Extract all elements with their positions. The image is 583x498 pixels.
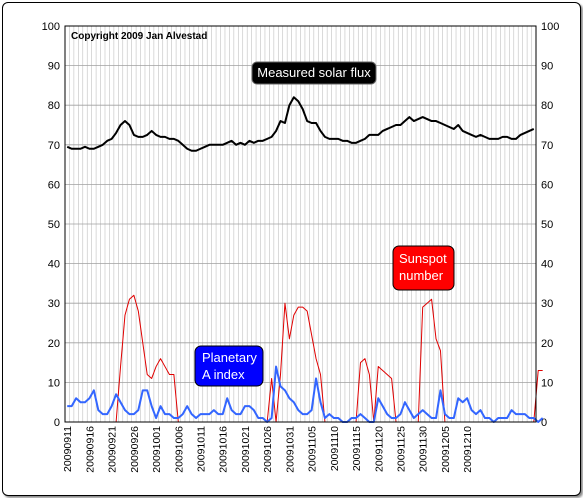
y-tick-label-left: 40: [48, 259, 60, 271]
y-tick-label-right: 0: [541, 417, 547, 429]
x-tick-label: 20091130: [418, 426, 430, 472]
planetary-label: Planetary A index: [194, 345, 264, 387]
x-tick-label: 20091006: [173, 426, 185, 473]
series-line-solar-flux: [66, 96, 535, 152]
y-tick-label-right: 100: [541, 21, 559, 33]
y-tick-label-right: 70: [541, 140, 553, 152]
y-tick-label-right: 20: [541, 338, 553, 350]
solar-flux-label: Measured solar flux: [251, 61, 377, 85]
y-tick-label-left: 70: [48, 140, 60, 152]
x-axis: 20090911 20090916 20090921 20090926 20091001…: [62, 426, 474, 473]
y-tick-label-left: 10: [48, 377, 60, 389]
x-tick-label: 20091021: [240, 426, 252, 473]
y-axis-right: 0 10 20 30 40 50 60 70 80 90 100: [541, 21, 559, 429]
x-tick-label: 20091210: [462, 426, 474, 473]
x-tick-label: 20091205: [440, 426, 452, 473]
planetary-label-box: [194, 345, 264, 387]
x-tick-label: 20091110: [329, 426, 341, 471]
x-tick-label: 20090911: [62, 426, 74, 472]
series-line-planetary: [67, 365, 544, 423]
y-tick-label-left: 90: [48, 61, 60, 73]
y-tick-label-left: 80: [48, 100, 60, 112]
y-tick-label-left: 60: [48, 179, 60, 191]
x-tick-label: 20090921: [107, 426, 119, 473]
x-tick-label: 20091001: [151, 426, 163, 473]
y-tick-label-left: 100: [42, 21, 60, 33]
y-axis-left: 0 10 20 30 40 50 60 70 80 90 100: [42, 21, 60, 429]
x-tick-label: 20091115: [351, 426, 363, 471]
y-tick-label-right: 80: [541, 100, 553, 112]
solar-flux-label-box: [251, 61, 377, 85]
x-tick-label: 20090916: [84, 426, 96, 473]
y-tick-label-left: 20: [48, 338, 60, 350]
sunspot-label: Sunspot number: [392, 245, 455, 291]
sunspot-label-box: [392, 245, 455, 291]
y-tick-label-left: 30: [48, 298, 60, 310]
x-tick-label: 20091125: [395, 426, 407, 472]
planetary-label-line2: A index: [202, 367, 245, 382]
y-tick-label-left: 0: [54, 417, 60, 429]
solar-flux-label-text: Measured solar flux: [257, 65, 371, 80]
y-tick-label-left: 50: [48, 219, 60, 231]
x-tick-label: 20091016: [218, 426, 230, 473]
y-tick-label-right: 50: [541, 219, 553, 231]
grid-lines: [64, 25, 537, 423]
y-tick-label-right: 60: [541, 179, 553, 191]
y-tick-label-right: 90: [541, 61, 553, 73]
y-tick-label-right: 30: [541, 298, 553, 310]
x-tick-label: 20091011: [196, 426, 208, 472]
plot-border: [64, 25, 537, 423]
x-tick-label: 20091120: [373, 426, 385, 472]
x-tick-label: 20091026: [262, 426, 274, 473]
x-tick-label: 20091105: [307, 426, 319, 472]
sunspot-label-line1: Sunspot: [399, 251, 447, 266]
x-tick-label: 20090926: [129, 426, 141, 473]
sunspot-label-line2: number: [399, 268, 444, 283]
y-tick-label-right: 40: [541, 259, 553, 271]
x-tick-label: 20091031: [284, 426, 296, 473]
planetary-label-line1: Planetary: [202, 350, 257, 365]
copyright-text: Copyright 2009 Jan Alvestad: [71, 31, 207, 42]
y-tick-label-right: 10: [541, 377, 553, 389]
